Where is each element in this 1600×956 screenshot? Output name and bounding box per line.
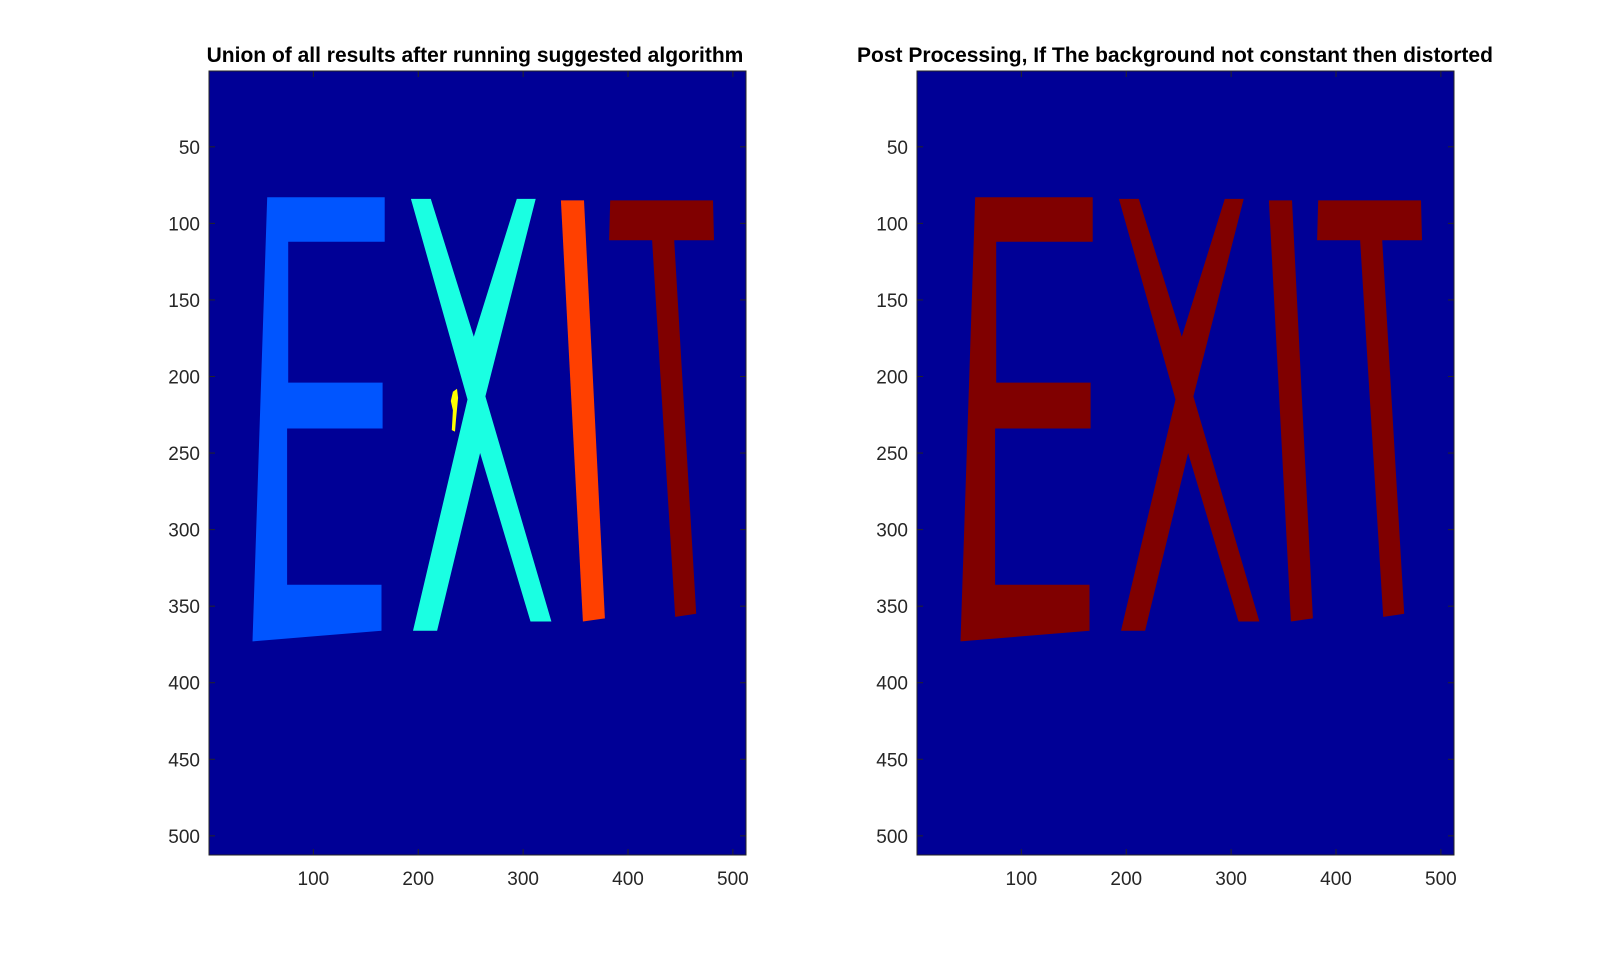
y-tick-label-left: 300 bbox=[168, 521, 200, 542]
y-tick-label-left: 250 bbox=[168, 444, 200, 465]
letter-i-region-right bbox=[1268, 200, 1313, 622]
subplot-right: Post Processing, If The background not c… bbox=[857, 44, 1493, 890]
letter-e-region-right bbox=[960, 197, 1093, 642]
y-tick-label-right: 500 bbox=[876, 827, 908, 848]
x-tick-label-right: 500 bbox=[1425, 869, 1457, 890]
chart-title-left: Union of all results after running sugge… bbox=[207, 44, 744, 67]
y-tick-label-right: 400 bbox=[876, 674, 908, 695]
y-tick-label-right: 150 bbox=[876, 291, 908, 312]
x-tick-label-left: 500 bbox=[717, 869, 749, 890]
y-tick-label-left: 100 bbox=[168, 214, 200, 235]
y-tick-label-right: 300 bbox=[876, 521, 908, 542]
y-tick-label-left: 500 bbox=[168, 827, 200, 848]
letter-t-region-right bbox=[1317, 200, 1422, 617]
x-tick-label-right: 300 bbox=[1215, 869, 1247, 890]
x-tick-label-left: 300 bbox=[507, 869, 539, 890]
letter-t-region-left bbox=[609, 200, 714, 617]
y-tick-label-left: 150 bbox=[168, 291, 200, 312]
y-tick-label-right: 450 bbox=[876, 750, 908, 771]
x-tick-label-right: 400 bbox=[1320, 869, 1352, 890]
plot-area-left: 50 100 150 200 250 300 350 400 450 500 100 200 300 40… bbox=[168, 70, 749, 890]
y-tick-label-right: 100 bbox=[876, 214, 908, 235]
chart-title-right: Post Processing, If The background not c… bbox=[857, 44, 1493, 67]
x-tick-label-left: 200 bbox=[402, 869, 434, 890]
x-tick-label-right: 100 bbox=[1006, 869, 1038, 890]
plot-area-right: 50 100 150 200 250 300 350 400 450 500 100 200 300 40… bbox=[876, 70, 1457, 890]
y-tick-label-left: 350 bbox=[168, 597, 200, 618]
axes-box-right bbox=[916, 70, 1455, 856]
x-tick-label-right: 200 bbox=[1110, 869, 1142, 890]
axes-box-left bbox=[208, 70, 747, 856]
y-tick-label-right: 200 bbox=[876, 367, 908, 388]
y-tick-label-right: 50 bbox=[887, 138, 908, 159]
y-tick-label-right: 250 bbox=[876, 444, 908, 465]
y-tick-label-left: 450 bbox=[168, 750, 200, 771]
y-tick-label-left: 50 bbox=[179, 138, 200, 159]
letter-i-region-left bbox=[560, 200, 605, 622]
y-tick-label-left: 200 bbox=[168, 367, 200, 388]
letter-x-region-left bbox=[410, 198, 552, 631]
y-tick-label-right: 350 bbox=[876, 597, 908, 618]
subplot-left: Union of all results after running sugge… bbox=[168, 44, 748, 890]
letter-e-region-left bbox=[252, 197, 385, 642]
x-tick-label-left: 400 bbox=[612, 869, 644, 890]
y-tick-label-left: 400 bbox=[168, 674, 200, 695]
letter-x-region-right bbox=[1118, 198, 1260, 631]
x-tick-label-left: 100 bbox=[298, 869, 330, 890]
noise-blob-region-left bbox=[450, 388, 459, 432]
